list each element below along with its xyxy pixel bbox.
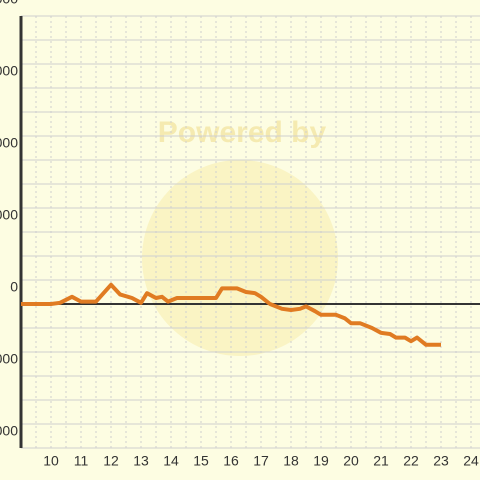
x-tick-label: 16 [223,453,239,469]
x-tick-label: 22 [403,453,419,469]
y-tick-label: 0 [10,279,18,295]
x-tick-label: 24 [463,453,479,469]
x-tick-label: 13 [133,453,149,469]
x-tick-label: 23 [433,453,449,469]
y-tick-label: 6,000 [0,135,18,151]
y-tick-label: -3,000 [0,351,18,367]
watermark-logo [142,160,338,356]
x-tick-label: 19 [313,453,329,469]
x-tick-label: 18 [283,453,299,469]
y-tick-label: 9,000 [0,63,18,79]
x-tick-label: 15 [193,453,209,469]
x-tick-label: 21 [373,453,389,469]
x-tick-label: 17 [253,453,269,469]
x-tick-label: 10 [43,453,59,469]
y-tick-label: -6,000 [0,423,18,439]
x-tick-label: 11 [74,453,89,469]
x-tick-label: 14 [163,453,179,469]
x-tick-label: 12 [103,453,119,469]
watermark: Powered by [158,116,327,149]
x-tick-label: 20 [343,453,359,469]
y-tick-label: 12,000 [0,0,18,7]
y-tick-label: 3,000 [0,207,18,223]
data-line [21,282,441,347]
